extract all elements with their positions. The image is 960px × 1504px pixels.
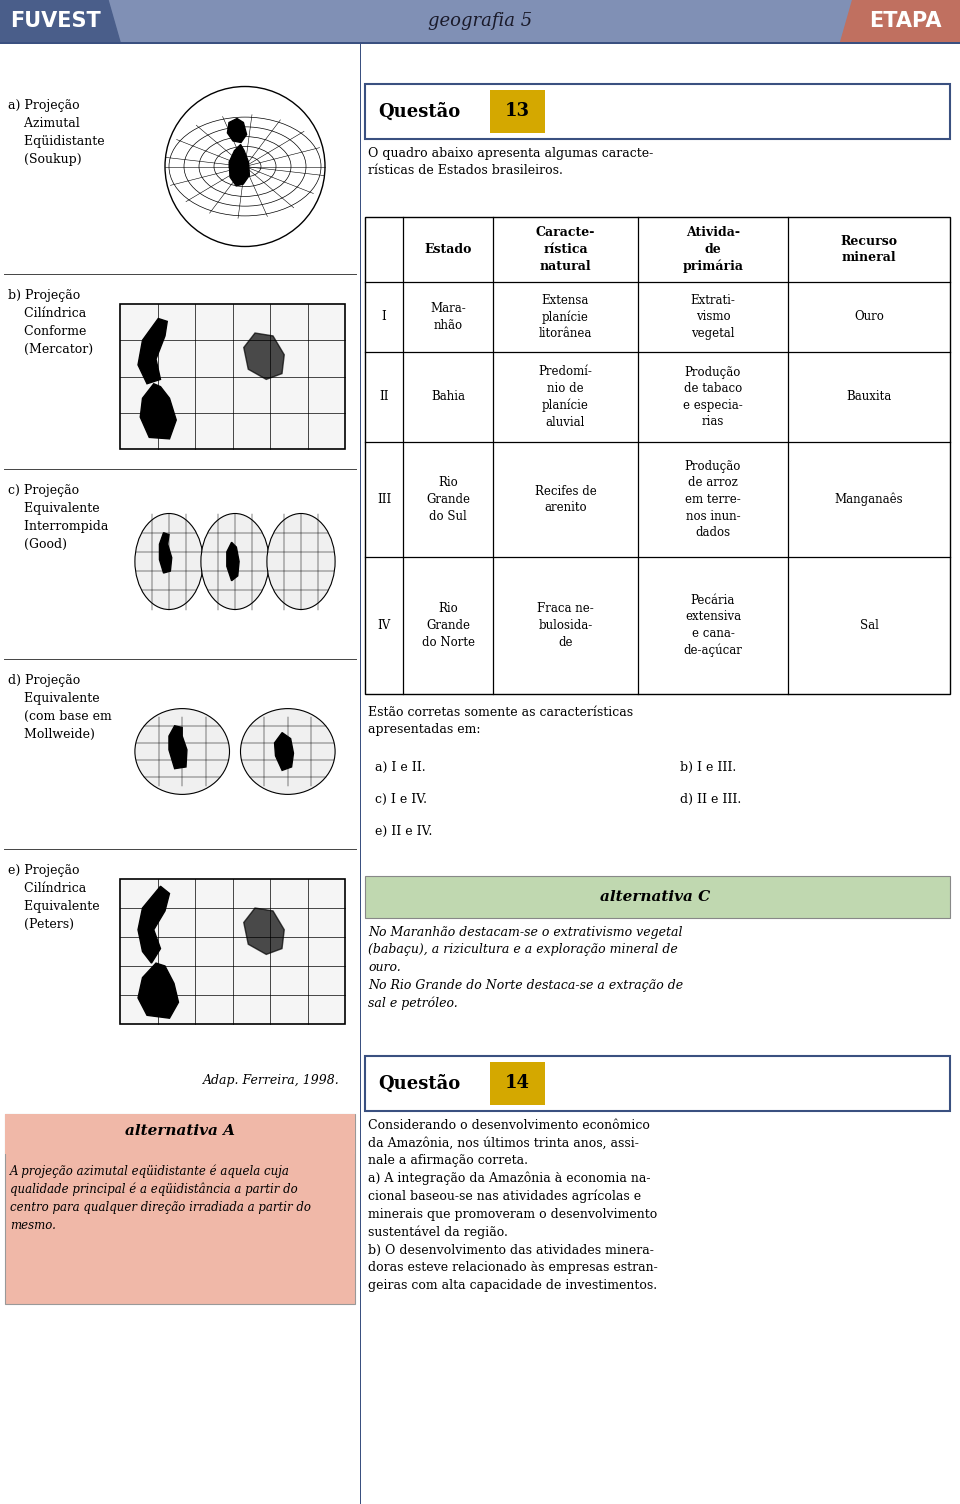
Text: Extensa
planície
litorânea: Extensa planície litorânea: [539, 293, 592, 340]
Polygon shape: [229, 144, 250, 186]
Bar: [365, 875, 950, 917]
Ellipse shape: [135, 708, 229, 794]
Polygon shape: [228, 119, 247, 143]
Text: Mara-
nhão: Mara- nhão: [430, 302, 466, 332]
Text: No Maranhão destacam-se o extrativismo vegetal
(babaçu), a rizicultura e a explo: No Maranhão destacam-se o extrativismo v…: [368, 926, 684, 1009]
Bar: [120, 878, 345, 1024]
Text: d) II e III.: d) II e III.: [680, 793, 741, 806]
Polygon shape: [138, 319, 167, 384]
Bar: [365, 84, 950, 138]
Text: Fraca ne-
bulosida-
de: Fraca ne- bulosida- de: [538, 603, 594, 648]
Text: Ativida-
de
primária: Ativida- de primária: [683, 226, 743, 272]
Text: 14: 14: [505, 1074, 530, 1092]
Ellipse shape: [201, 513, 269, 609]
Bar: [120, 304, 345, 450]
Polygon shape: [0, 0, 120, 42]
Text: ETAPA: ETAPA: [869, 11, 941, 32]
Text: Pecária
extensiva
e cana-
de-açúcar: Pecária extensiva e cana- de-açúcar: [684, 594, 742, 657]
Text: a) I e II.: a) I e II.: [375, 761, 425, 775]
Text: Produção
de tabaco
e especia-
rias: Produção de tabaco e especia- rias: [684, 365, 743, 429]
Text: Extrati-
vismo
vegetal: Extrati- vismo vegetal: [690, 293, 735, 340]
Polygon shape: [138, 963, 179, 1018]
Bar: [490, 1062, 545, 1105]
Text: alternativa C: alternativa C: [600, 890, 710, 904]
Text: d) Projeção
    Equivalente
    (com base em
    Mollweide): d) Projeção Equivalente (com base em Mol…: [8, 674, 111, 741]
Text: Recifes de
arenito: Recifes de arenito: [535, 484, 596, 514]
Text: a) Projeção
    Azimutal
    Eqüidistante
    (Soukup): a) Projeção Azimutal Eqüidistante (Souku…: [8, 99, 105, 165]
Text: alternativa A: alternativa A: [125, 1123, 235, 1139]
Bar: [365, 217, 950, 693]
Text: geografia 5: geografia 5: [428, 12, 532, 30]
Polygon shape: [159, 532, 172, 573]
Text: I: I: [382, 310, 386, 323]
Polygon shape: [227, 543, 239, 581]
Polygon shape: [244, 332, 284, 379]
Text: e) II e IV.: e) II e IV.: [375, 826, 432, 838]
Bar: [5, 1114, 355, 1304]
Text: b) I e III.: b) I e III.: [680, 761, 736, 775]
Text: O quadro abaixo apresenta algumas caracte-
rísticas de Estados brasileiros.: O quadro abaixo apresenta algumas caract…: [368, 147, 653, 177]
Circle shape: [165, 87, 325, 247]
Text: Considerando o desenvolvimento econômico
da Amazônia, nos últimos trinta anos, a: Considerando o desenvolvimento econômico…: [368, 1119, 658, 1292]
Polygon shape: [140, 384, 177, 439]
Text: b) Projeção
    Cilíndrica
    Conforme
    (Mercator): b) Projeção Cilíndrica Conforme (Mercato…: [8, 289, 93, 356]
Text: Sal: Sal: [859, 620, 878, 632]
Text: Caracte-
rística
natural: Caracte- rística natural: [536, 227, 595, 272]
Text: FUVEST: FUVEST: [10, 11, 101, 32]
Text: Bauxita: Bauxita: [847, 391, 892, 403]
Bar: [365, 1056, 950, 1111]
Text: Recurso
mineral: Recurso mineral: [841, 235, 898, 265]
Bar: [490, 90, 545, 132]
Text: IV: IV: [377, 620, 391, 632]
Text: Rio
Grande
do Sul: Rio Grande do Sul: [426, 477, 470, 522]
Text: Adap. Ferreira, 1998.: Adap. Ferreira, 1998.: [204, 1074, 340, 1087]
Text: III: III: [377, 493, 391, 505]
Text: Bahia: Bahia: [431, 391, 465, 403]
Text: Ouro: Ouro: [854, 310, 884, 323]
Ellipse shape: [267, 513, 335, 609]
Polygon shape: [244, 908, 284, 955]
Text: Produção
de arroz
em terre-
nos inun-
dados: Produção de arroz em terre- nos inun- da…: [684, 460, 741, 538]
Text: c) Projeção
    Equivalente
    Interrompida
    (Good): c) Projeção Equivalente Interrompida (Go…: [8, 484, 108, 550]
Ellipse shape: [241, 708, 335, 794]
Text: Estão corretas somente as características
apresentadas em:: Estão corretas somente as característica…: [368, 705, 634, 737]
Polygon shape: [138, 886, 170, 963]
Ellipse shape: [135, 513, 204, 609]
Text: A projeção azimutal eqüidistante é aquela cuja
qualidade principal é a eqüidistâ: A projeção azimutal eqüidistante é aquel…: [10, 1164, 311, 1232]
Bar: [5, 1114, 355, 1154]
Text: II: II: [379, 391, 389, 403]
Polygon shape: [169, 726, 187, 769]
Text: Rio
Grande
do Norte: Rio Grande do Norte: [421, 603, 474, 648]
Text: Estado: Estado: [424, 244, 471, 256]
Polygon shape: [840, 0, 960, 42]
Text: Questão: Questão: [378, 102, 460, 120]
Text: 13: 13: [505, 102, 530, 120]
Text: c) I e IV.: c) I e IV.: [375, 793, 427, 806]
Text: e) Projeção
    Cilíndrica
    Equivalente
    (Peters): e) Projeção Cilíndrica Equivalente (Pete…: [8, 863, 100, 931]
Text: Predomí-
nio de
planície
aluvial: Predomí- nio de planície aluvial: [539, 365, 592, 429]
Polygon shape: [275, 732, 294, 770]
Text: Manganaês: Manganaês: [834, 493, 903, 507]
Text: Questão: Questão: [378, 1074, 460, 1092]
